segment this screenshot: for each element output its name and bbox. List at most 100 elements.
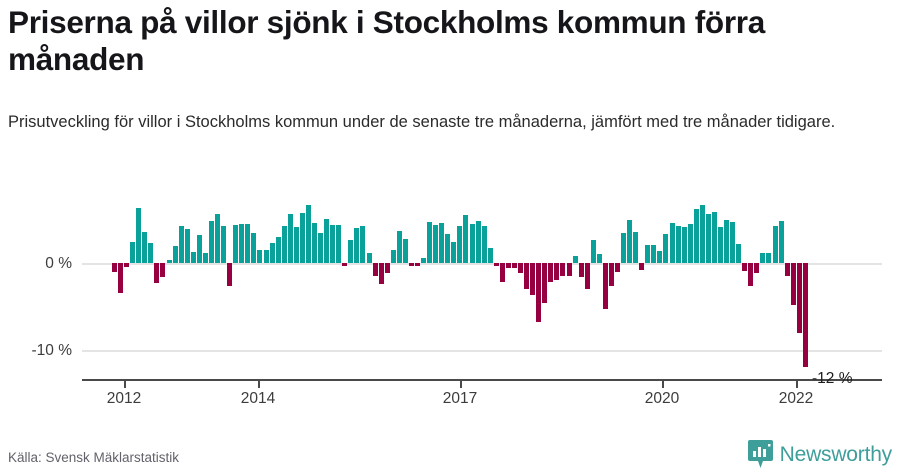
bar bbox=[633, 231, 639, 263]
bar bbox=[796, 263, 802, 334]
bar bbox=[372, 263, 378, 277]
bar bbox=[415, 263, 420, 267]
bar bbox=[221, 226, 227, 263]
bar bbox=[251, 233, 257, 263]
bar bbox=[166, 260, 172, 263]
bar bbox=[408, 263, 414, 267]
bar bbox=[439, 222, 445, 263]
bar bbox=[275, 236, 281, 263]
x-tick bbox=[124, 381, 126, 388]
bar bbox=[530, 263, 536, 296]
bar bbox=[384, 263, 390, 273]
bar bbox=[318, 233, 324, 263]
bar bbox=[330, 224, 336, 263]
bar bbox=[287, 214, 293, 263]
bar bbox=[172, 245, 178, 263]
bar bbox=[148, 242, 154, 263]
bar bbox=[130, 242, 136, 263]
bar bbox=[518, 263, 524, 273]
bar bbox=[463, 215, 469, 263]
last-value-annotation: -12 % bbox=[812, 370, 853, 387]
bar bbox=[390, 249, 396, 263]
bar bbox=[142, 231, 148, 263]
bar bbox=[711, 211, 717, 263]
bar bbox=[693, 209, 699, 263]
bar bbox=[548, 263, 554, 283]
bar bbox=[736, 243, 742, 263]
bar bbox=[621, 233, 627, 263]
bar bbox=[772, 225, 778, 263]
bar bbox=[245, 223, 251, 263]
bar bbox=[724, 219, 730, 263]
bar bbox=[421, 257, 427, 263]
bar bbox=[475, 221, 481, 263]
x-tick-label: 2020 bbox=[644, 390, 680, 407]
bar bbox=[748, 263, 754, 286]
bar bbox=[778, 221, 784, 263]
x-axis-line bbox=[82, 379, 882, 381]
bar bbox=[293, 227, 299, 263]
bar bbox=[402, 238, 408, 263]
bar bbox=[342, 263, 348, 266]
bar bbox=[354, 228, 360, 263]
newsworthy-logo: Newsworthy bbox=[747, 440, 892, 468]
bar bbox=[469, 223, 475, 263]
bar bbox=[457, 225, 463, 263]
bar bbox=[378, 263, 384, 284]
bar bbox=[663, 234, 669, 263]
bar bbox=[269, 242, 275, 263]
bar bbox=[602, 263, 608, 310]
x-tick bbox=[662, 381, 664, 388]
bar bbox=[487, 248, 493, 263]
bar bbox=[657, 250, 663, 263]
bar bbox=[627, 220, 633, 263]
bar bbox=[639, 263, 645, 270]
bar bbox=[718, 227, 723, 263]
bar bbox=[596, 254, 602, 263]
bar bbox=[524, 263, 530, 290]
bar bbox=[687, 223, 693, 263]
bar bbox=[160, 263, 166, 277]
source-note: Källa: Svensk Mäklarstatistik bbox=[8, 450, 180, 465]
x-tick bbox=[796, 381, 798, 388]
bar bbox=[560, 263, 566, 277]
bar bbox=[360, 226, 366, 263]
bar bbox=[348, 240, 354, 263]
bar bbox=[790, 263, 796, 305]
bar bbox=[730, 222, 736, 263]
bar bbox=[118, 263, 124, 294]
bar bbox=[215, 214, 221, 263]
bar bbox=[336, 224, 342, 263]
bar bbox=[499, 263, 505, 283]
x-tick-label: 2014 bbox=[240, 390, 276, 407]
bar bbox=[578, 263, 584, 277]
bar bbox=[742, 263, 748, 271]
bar bbox=[451, 242, 457, 263]
bar-chart: 0 % -10 % bbox=[0, 190, 900, 390]
bar bbox=[566, 263, 572, 277]
bar bbox=[675, 226, 681, 263]
bar bbox=[202, 252, 208, 263]
bar-chart-pin-icon bbox=[747, 440, 773, 468]
bar bbox=[705, 214, 711, 263]
x-tick-label: 2017 bbox=[442, 390, 478, 407]
bar bbox=[433, 224, 439, 263]
page-subtitle: Prisutveckling för villor i Stockholms k… bbox=[8, 113, 836, 131]
bar bbox=[190, 251, 196, 263]
bar bbox=[427, 222, 433, 263]
bar bbox=[784, 263, 790, 277]
bar bbox=[669, 222, 675, 263]
bar bbox=[124, 263, 130, 268]
y-tick-label: -10 % bbox=[31, 342, 73, 359]
x-tick bbox=[258, 381, 260, 388]
bar bbox=[505, 263, 511, 269]
bar bbox=[584, 263, 590, 290]
bar bbox=[542, 263, 548, 304]
bar bbox=[699, 204, 705, 263]
bar bbox=[281, 225, 287, 263]
x-tick bbox=[460, 381, 462, 388]
x-tick-label: 2022 bbox=[778, 390, 814, 407]
bar bbox=[154, 263, 160, 283]
bar bbox=[760, 253, 766, 263]
